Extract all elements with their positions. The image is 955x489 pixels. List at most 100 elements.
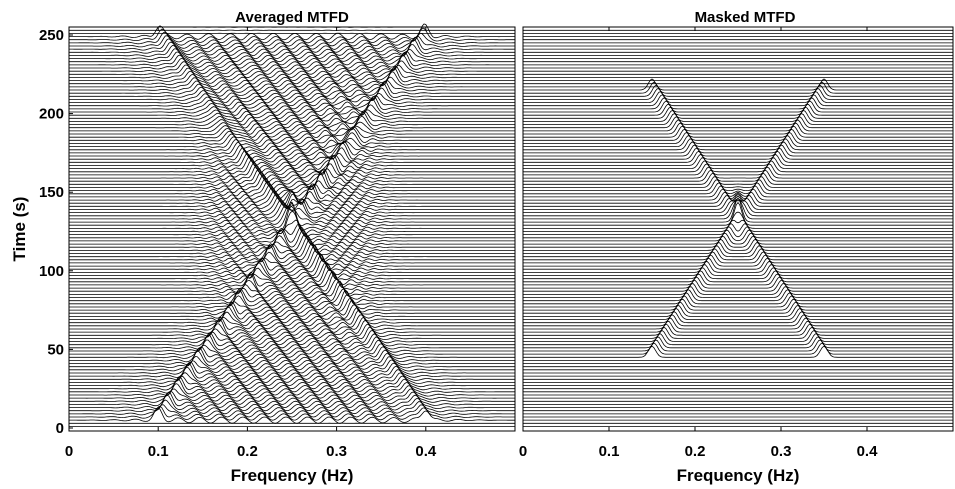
trace-line (523, 132, 953, 144)
trace-line (523, 201, 953, 226)
trace-line (69, 210, 515, 235)
trace-line (69, 372, 515, 387)
x-tick-label: 0.1 (599, 443, 620, 460)
trace-line (523, 91, 953, 103)
trace-line (69, 198, 515, 216)
trace-line (69, 330, 515, 346)
trace-line (69, 196, 515, 213)
trace-line (523, 119, 953, 132)
x-tick-label: 0 (65, 443, 73, 460)
trace-line (523, 305, 953, 317)
trace-line (69, 347, 515, 365)
trace-line (69, 343, 515, 358)
trace-line (69, 391, 515, 409)
trace-line (523, 116, 953, 129)
trace-line (523, 264, 953, 276)
trace-line (523, 166, 953, 179)
trace-line (69, 394, 515, 412)
x-axis-ticks: 0 0.1 0.2 0.3 0.4 (65, 27, 437, 460)
trace-line (69, 361, 515, 377)
trace-line (523, 135, 953, 147)
trace-line (523, 320, 953, 333)
trace-line (523, 138, 953, 151)
trace-line (69, 121, 515, 136)
trace-line (523, 197, 953, 223)
y-tick-label: 200 (39, 106, 64, 123)
trace-line (69, 109, 515, 123)
trace-line (69, 185, 515, 204)
trace-line (523, 195, 953, 207)
trace-line (69, 136, 515, 151)
trace-line (69, 297, 515, 315)
trace-line (69, 168, 515, 186)
trace-line (69, 82, 515, 101)
trace-line (69, 173, 515, 191)
trace-line (523, 200, 953, 213)
trace-line (69, 95, 515, 110)
trace-line (69, 177, 515, 194)
trace-line (523, 251, 953, 264)
trace-line (69, 378, 515, 396)
trace-line (69, 67, 515, 85)
x-tick-label: 0.2 (237, 443, 258, 460)
trace-line (523, 150, 953, 163)
trace-line (523, 245, 953, 258)
trace-line (69, 23, 515, 41)
trace-line (69, 219, 515, 238)
trace-line (69, 245, 515, 263)
trace-line (69, 388, 515, 402)
trace-line (523, 317, 953, 330)
trace-line (69, 150, 515, 167)
trace-line (69, 366, 515, 383)
chart-title: Masked MTFD (695, 9, 796, 26)
x-tick-label: 0.4 (857, 443, 879, 460)
trace-line (69, 294, 515, 311)
trace-line (523, 211, 953, 229)
x-tick-label: 0.4 (415, 443, 437, 460)
trace-line (69, 201, 515, 229)
trace-line (69, 87, 515, 104)
trace-line (69, 80, 515, 95)
trace-line (69, 283, 515, 302)
trace-line (69, 299, 515, 318)
trace-line (69, 36, 516, 53)
trace-line (69, 270, 515, 289)
trace-line (69, 35, 515, 50)
trace-line (523, 330, 953, 342)
x-axis-label: Frequency (Hz) (677, 466, 800, 485)
trace-line (523, 276, 953, 289)
trace-line (69, 273, 515, 292)
trace-line (69, 339, 515, 355)
trace-line (69, 289, 515, 308)
trace-line (523, 342, 953, 355)
trace-line (69, 407, 515, 424)
trace-line (523, 289, 953, 302)
trace-line (69, 318, 515, 336)
trace-line (523, 333, 953, 346)
trace-line (69, 252, 515, 270)
trace-line (69, 193, 515, 210)
trace-line (69, 204, 515, 222)
trace-line (69, 334, 515, 352)
trace-line (69, 229, 515, 248)
trace-line (69, 64, 515, 79)
trace-line (69, 32, 515, 47)
trace-line (69, 139, 515, 154)
trace-line (69, 76, 515, 91)
trace-line (69, 390, 515, 405)
x-tick-label: 0.3 (326, 443, 347, 460)
trace-line (69, 309, 515, 327)
trace-line (69, 51, 515, 69)
averaged-mtfd-panel: Averaged MTFD 0 0.1 0.2 0.3 0.4 0 50 100 150 200… (10, 9, 516, 485)
trace-line (523, 154, 953, 166)
trace-line (69, 278, 515, 296)
trace-line (69, 346, 515, 362)
trace-line (69, 111, 515, 129)
trace-line (523, 163, 953, 176)
trace-line (523, 229, 953, 242)
trace-line (69, 405, 515, 421)
trace-line (523, 172, 953, 185)
trace-line (69, 263, 515, 283)
trace-line (523, 122, 953, 135)
